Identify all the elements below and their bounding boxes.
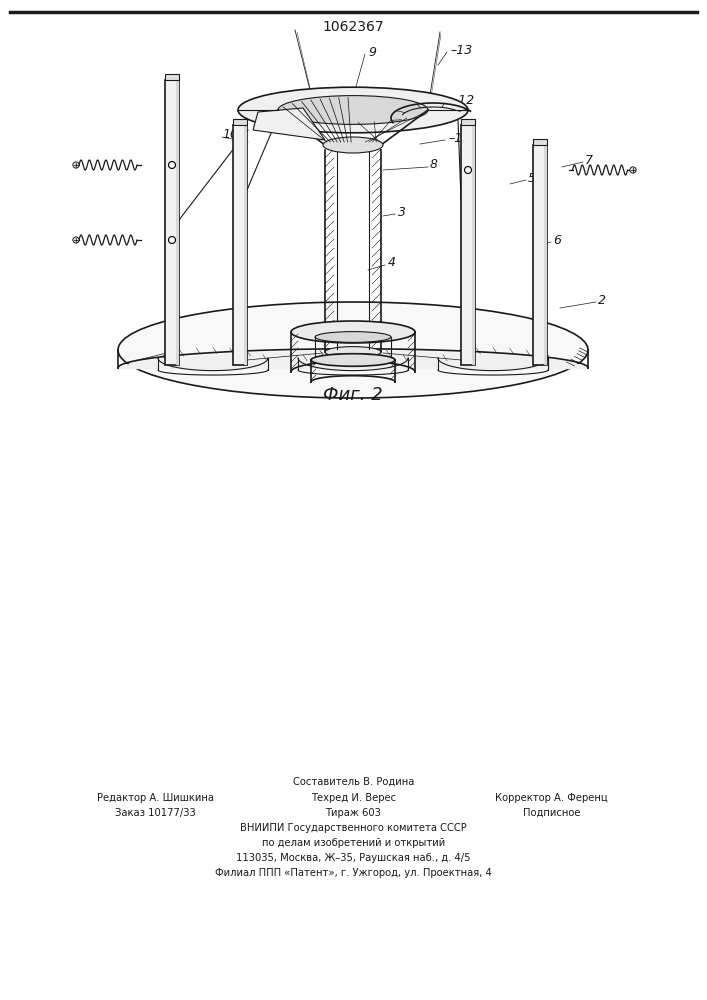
- Bar: [165, 74, 179, 80]
- Text: Заказ 10177/33: Заказ 10177/33: [115, 808, 196, 818]
- Text: –11: –11: [448, 131, 470, 144]
- Text: 10: 10: [222, 128, 238, 141]
- Ellipse shape: [323, 137, 383, 153]
- Text: Подписное: Подписное: [522, 808, 580, 818]
- Bar: [533, 145, 547, 365]
- Text: Филиал ППП «Патент», г. Ужгород, ул. Проектная, 4: Филиал ППП «Патент», г. Ужгород, ул. Про…: [215, 868, 492, 878]
- Ellipse shape: [325, 347, 381, 357]
- Text: –13: –13: [450, 43, 472, 56]
- Bar: [544, 145, 547, 365]
- Text: Редактор А. Шишкина: Редактор А. Шишкина: [97, 793, 214, 803]
- Polygon shape: [253, 108, 325, 140]
- Text: Фиг. 2: Фиг. 2: [323, 386, 383, 404]
- Ellipse shape: [325, 140, 381, 150]
- Bar: [176, 80, 179, 365]
- Bar: [233, 119, 247, 125]
- Text: Техред И. Верес: Техред И. Верес: [311, 793, 396, 803]
- Ellipse shape: [315, 354, 391, 364]
- Bar: [244, 125, 247, 365]
- Bar: [233, 125, 247, 365]
- Bar: [533, 139, 547, 145]
- Bar: [165, 80, 179, 365]
- Text: 8: 8: [430, 158, 438, 172]
- Ellipse shape: [118, 302, 588, 398]
- Text: 7: 7: [585, 153, 593, 166]
- Text: Составитель В. Родина: Составитель В. Родина: [293, 777, 414, 787]
- Ellipse shape: [291, 321, 415, 343]
- Text: 6: 6: [553, 233, 561, 246]
- Text: Корректор А. Ференц: Корректор А. Ференц: [495, 793, 608, 803]
- Text: 1062367: 1062367: [322, 20, 384, 34]
- Text: Тираж 603: Тираж 603: [325, 808, 382, 818]
- Ellipse shape: [311, 354, 395, 366]
- Text: по делам изобретений и открытий: по делам изобретений и открытий: [262, 838, 445, 848]
- Ellipse shape: [278, 96, 428, 124]
- Ellipse shape: [238, 87, 468, 133]
- Text: 3: 3: [398, 206, 406, 219]
- Bar: [461, 125, 475, 365]
- Text: 113035, Москва, Ж–35, Раушская наб., д. 4/5: 113035, Москва, Ж–35, Раушская наб., д. …: [236, 853, 471, 863]
- Ellipse shape: [315, 332, 391, 342]
- Circle shape: [73, 162, 79, 168]
- Bar: [461, 119, 475, 125]
- Bar: [472, 125, 475, 365]
- Text: 5: 5: [528, 172, 536, 184]
- Circle shape: [630, 167, 636, 173]
- Text: 2: 2: [598, 294, 606, 306]
- Text: ВНИИПИ Государственного комитета СССР: ВНИИПИ Государственного комитета СССР: [240, 823, 467, 833]
- Circle shape: [73, 237, 79, 243]
- Text: 9: 9: [368, 45, 376, 58]
- Text: 4: 4: [388, 256, 396, 269]
- Text: –12: –12: [452, 94, 474, 106]
